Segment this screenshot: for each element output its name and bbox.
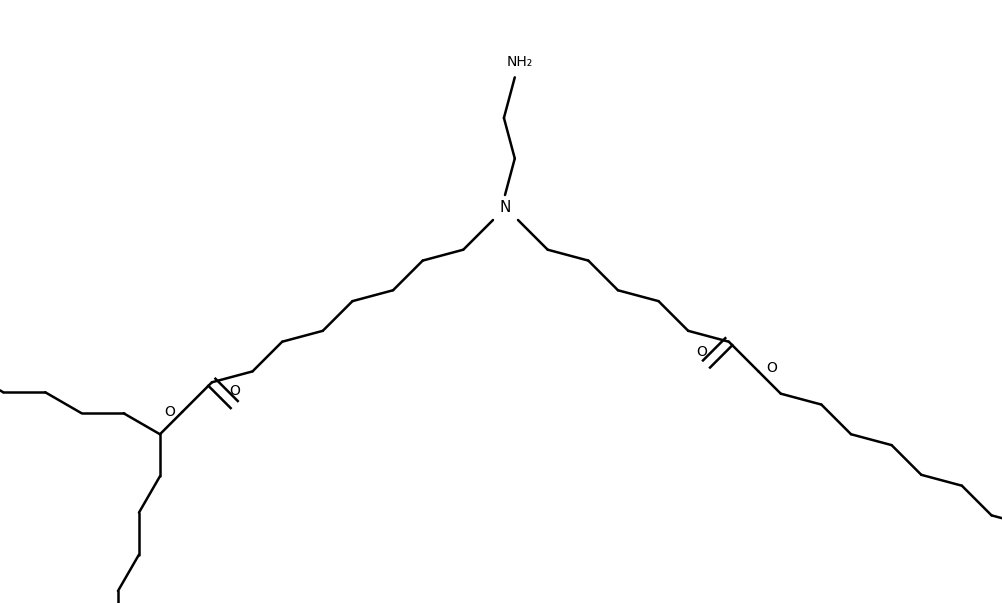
Text: O: O bbox=[163, 405, 174, 419]
Text: N: N bbox=[499, 201, 511, 215]
Text: O: O bbox=[767, 361, 777, 376]
Text: NH₂: NH₂ bbox=[507, 55, 533, 69]
Text: O: O bbox=[228, 384, 239, 397]
Text: O: O bbox=[696, 345, 707, 359]
